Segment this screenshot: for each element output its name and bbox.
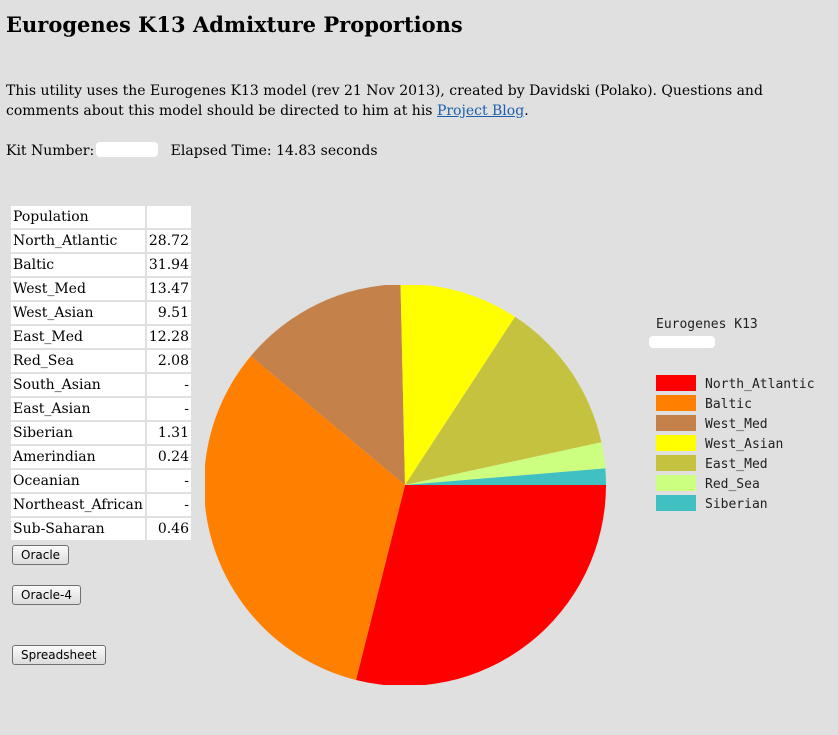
table-row: South_Asian - bbox=[11, 374, 191, 398]
population-name: East_Asian bbox=[11, 398, 145, 422]
population-name: Sub-Saharan bbox=[11, 518, 145, 542]
legend-label: Red_Sea bbox=[705, 477, 760, 492]
table-row: East_Med 12.28 bbox=[11, 326, 191, 350]
population-value: 28.72 bbox=[146, 230, 191, 254]
table-row: Red_Sea 2.08 bbox=[11, 350, 191, 374]
table-row: East_Asian - bbox=[11, 398, 191, 422]
table-header-row: Population bbox=[11, 206, 191, 230]
population-name: Siberian bbox=[11, 422, 145, 446]
elapsed-time: Elapsed Time: 14.83 seconds bbox=[170, 143, 378, 159]
population-name: West_Med bbox=[11, 278, 145, 302]
legend-swatch bbox=[656, 495, 696, 511]
pie-slice-west-med bbox=[250, 284, 405, 485]
population-name: South_Asian bbox=[11, 374, 145, 398]
population-name: West_Asian bbox=[11, 302, 145, 326]
legend-swatch bbox=[656, 375, 696, 391]
intro-text: This utility uses the Eurogenes K13 mode… bbox=[6, 83, 763, 119]
population-name: Oceanian bbox=[11, 470, 145, 494]
legend-swatch bbox=[656, 415, 696, 431]
table-row: Amerindian 0.24 bbox=[11, 446, 191, 470]
pie-slice-red-sea bbox=[405, 442, 606, 485]
legend-swatch bbox=[656, 435, 696, 451]
table-row: North_Atlantic 28.72 bbox=[11, 230, 191, 254]
legend-label: West_Med bbox=[705, 417, 768, 432]
population-table: Population North_Atlantic 28.72 Baltic 31.9… bbox=[9, 206, 193, 542]
population-name: Red_Sea bbox=[11, 350, 145, 374]
table-row: West_Med 13.47 bbox=[11, 278, 191, 302]
pie-slice-east-med bbox=[405, 316, 602, 485]
pie-chart: Eurogenes K13 North_Atlantic Baltic West_M… bbox=[203, 283, 815, 687]
legend-title: Eurogenes K13 bbox=[656, 317, 758, 332]
oracle-button[interactable]: Oracle bbox=[12, 545, 70, 565]
pie-slice-siberian bbox=[405, 468, 606, 485]
population-value: - bbox=[146, 470, 191, 494]
header-population: Population bbox=[11, 206, 145, 230]
population-value: 13.47 bbox=[146, 278, 191, 302]
legend-label: West_Asian bbox=[705, 437, 783, 452]
population-value: 9.51 bbox=[146, 302, 191, 326]
table-row: Sub-Saharan 0.46 bbox=[11, 518, 191, 542]
legend-label: East_Med bbox=[705, 457, 768, 472]
intro-paragraph: This utility uses the Eurogenes K13 mode… bbox=[6, 81, 832, 121]
population-value: - bbox=[146, 374, 191, 398]
population-name: East_Med bbox=[11, 326, 145, 350]
population-name: North_Atlantic bbox=[11, 230, 145, 254]
table-row: Northeast_African - bbox=[11, 494, 191, 518]
redacted-kit-number bbox=[96, 142, 159, 157]
population-value: 0.46 bbox=[146, 518, 191, 542]
legend-swatch bbox=[656, 475, 696, 491]
population-value: 1.31 bbox=[146, 422, 191, 446]
population-name: Baltic bbox=[11, 254, 145, 278]
table-row: Oceanian - bbox=[11, 470, 191, 494]
population-value: 31.94 bbox=[146, 254, 191, 278]
population-name: Northeast_African bbox=[11, 494, 145, 518]
legend-label: Siberian bbox=[705, 497, 768, 512]
legend-swatch bbox=[656, 395, 696, 411]
kit-number-label: Kit Number: bbox=[6, 143, 95, 159]
page-title: Eurogenes K13 Admixture Proportions bbox=[6, 12, 463, 37]
pie-slice-north-atlantic bbox=[356, 485, 606, 687]
legend-label: Baltic bbox=[705, 397, 752, 412]
population-value: 12.28 bbox=[146, 326, 191, 350]
population-value: 2.08 bbox=[146, 350, 191, 374]
intro-text-end: . bbox=[524, 103, 529, 119]
population-name: Amerindian bbox=[11, 446, 145, 470]
table-row: Siberian 1.31 bbox=[11, 422, 191, 446]
population-value: - bbox=[146, 398, 191, 422]
spreadsheet-button[interactable]: Spreadsheet bbox=[12, 645, 106, 665]
population-value: - bbox=[146, 494, 191, 518]
redacted-legend-subtitle bbox=[649, 336, 715, 348]
population-value: 0.24 bbox=[146, 446, 191, 470]
pie-slice-baltic bbox=[203, 356, 405, 680]
chart-panel: Eurogenes K13 North_Atlantic Baltic West_M… bbox=[203, 283, 838, 687]
kit-info: Kit Number: Elapsed Time: 14.83 seconds bbox=[6, 141, 378, 161]
legend-swatch bbox=[656, 455, 696, 471]
header-value bbox=[146, 206, 191, 230]
project-blog-link[interactable]: Project Blog bbox=[436, 103, 525, 119]
table-row: Baltic 31.94 bbox=[11, 254, 191, 278]
table-row: West_Asian 9.51 bbox=[11, 302, 191, 326]
oracle-4-button[interactable]: Oracle-4 bbox=[12, 585, 82, 605]
legend-label: North_Atlantic bbox=[705, 377, 815, 392]
pie-slice-west-asian bbox=[400, 283, 516, 485]
